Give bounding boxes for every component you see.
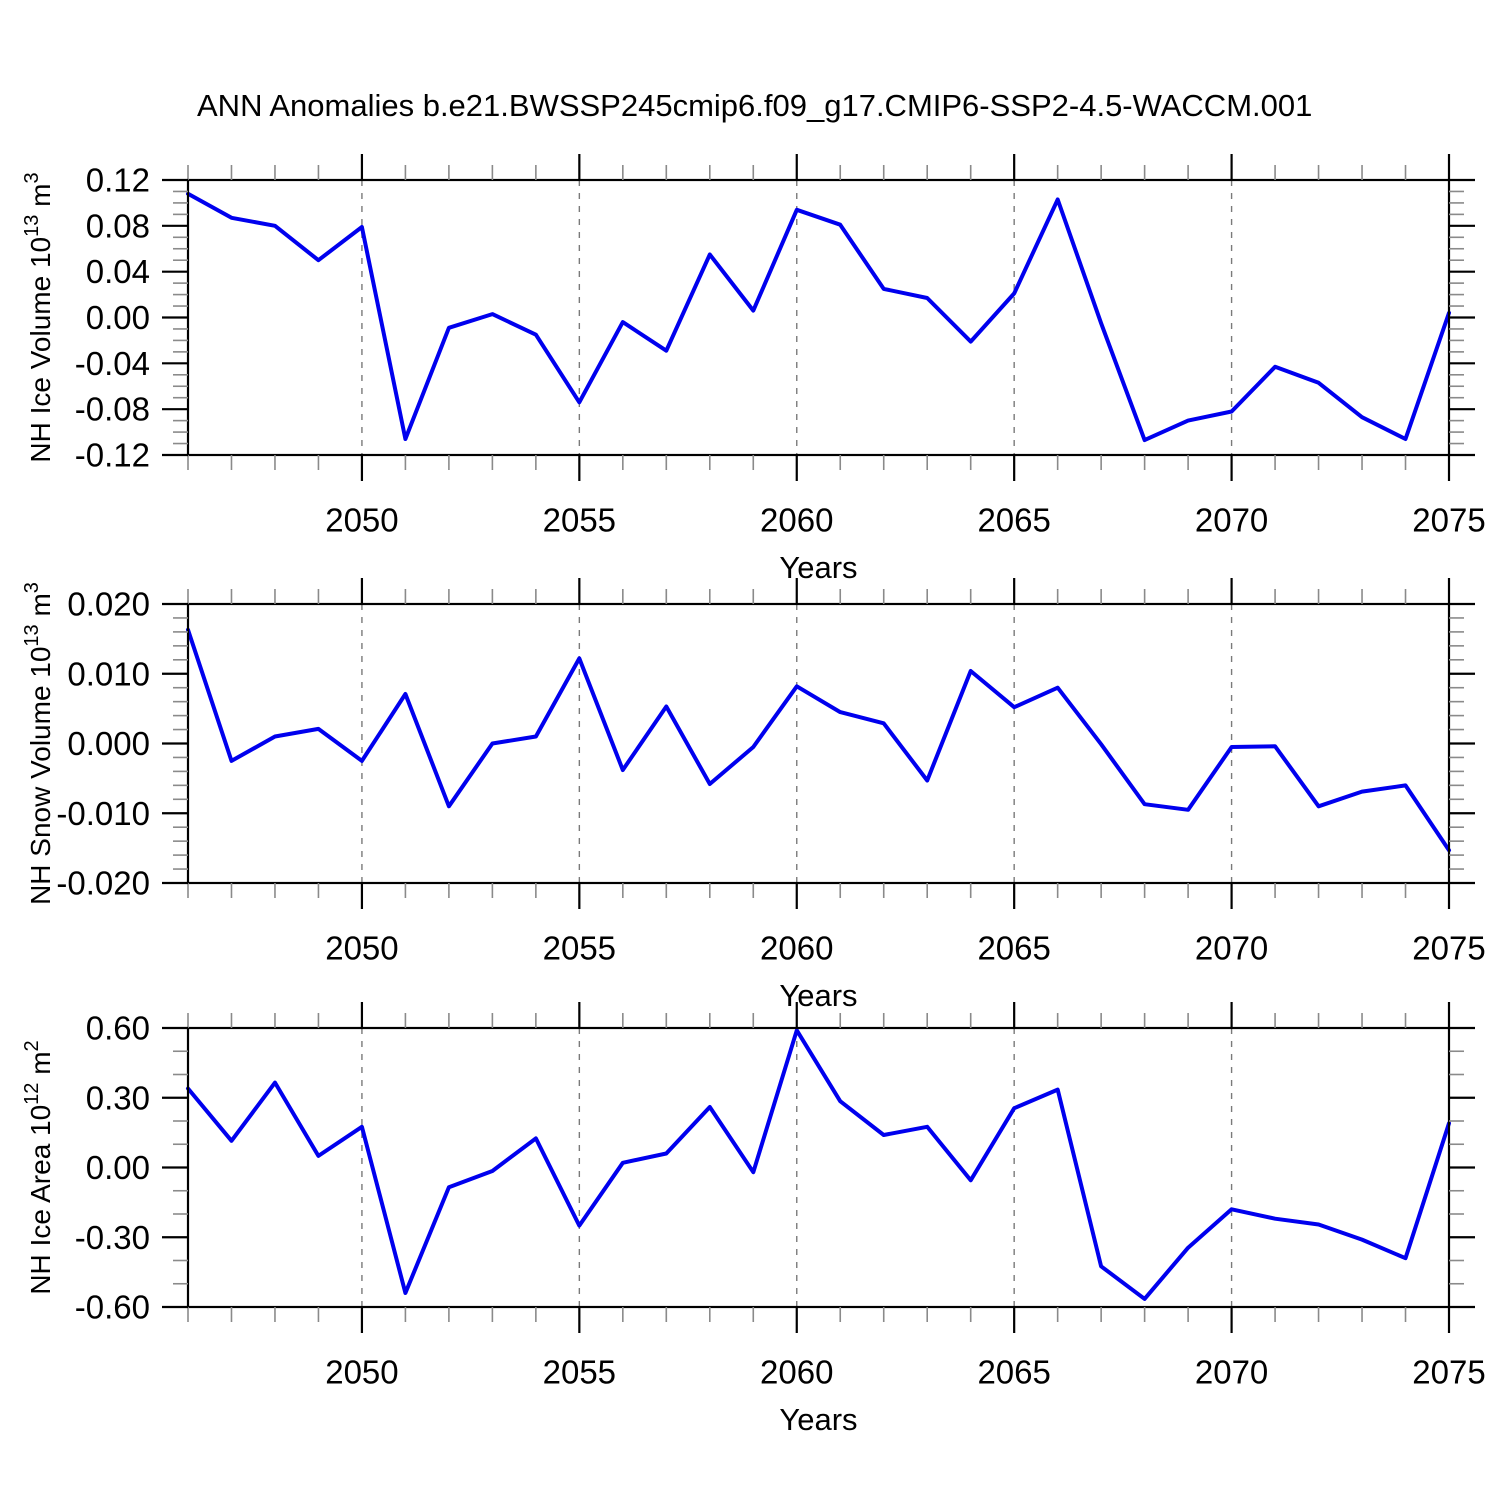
x-tick-label: 2050 — [325, 502, 398, 539]
y-tick-label: 0.30 — [86, 1079, 150, 1116]
x-tick-label: 2055 — [543, 930, 616, 967]
y-tick-label: 0.04 — [86, 253, 150, 290]
plot-frame — [186, 1026, 1451, 1309]
x-tick-label: 2050 — [325, 930, 398, 967]
y-tick-label: -0.60 — [75, 1289, 150, 1326]
y-tick-label: 0.000 — [67, 725, 150, 762]
y-tick-label: 0.00 — [86, 1149, 150, 1186]
y-tick-label: 0.020 — [67, 586, 150, 623]
panel-ice-volume: 0.12 0.08 0.04 0.00 -0.04 -0.08 -0.12 2050 2055 2… — [21, 154, 1486, 585]
series-line — [186, 1028, 1451, 1301]
chart-title: ANN Anomalies b.e21.BWSSP245cmip6.f09_g1… — [197, 88, 1313, 123]
y-tick-label: 0.60 — [86, 1010, 150, 1047]
x-tick-label: 2055 — [543, 1354, 616, 1391]
y-tick-label: -0.010 — [56, 795, 150, 832]
y-tick-label: -0.12 — [75, 437, 150, 474]
x-tick-label: 2060 — [760, 930, 833, 967]
y-tick-label: 0.010 — [67, 655, 150, 692]
panel-ice-area: 0.60 0.30 0.00 -0.30 -0.60 2050 2055 2060 2065 20… — [21, 1002, 1486, 1437]
y-tick-label: -0.08 — [75, 391, 150, 428]
x-tick-label: 2075 — [1412, 502, 1485, 539]
panel-snow-volume: 0.020 0.010 0.000 -0.010 -0.020 2050 2055 2060 2… — [21, 578, 1486, 1013]
series-line — [186, 191, 1451, 443]
x-axis-title: Years — [779, 550, 857, 585]
plot-frame — [186, 178, 1451, 457]
x-tick-label: 2070 — [1195, 1354, 1268, 1391]
y-tick-label: 0.08 — [86, 207, 150, 244]
x-tick-label: 2070 — [1195, 930, 1268, 967]
y-axis-title: NH Ice Volume 1013 m3 — [21, 172, 56, 462]
y-tick-label: -0.04 — [75, 345, 150, 382]
x-tick-label: 2065 — [977, 502, 1050, 539]
x-axis-title: Years — [779, 1402, 857, 1437]
x-tick-label: 2065 — [977, 1354, 1050, 1391]
y-tick-label: 0.00 — [86, 299, 150, 336]
x-tick-label: 2060 — [760, 502, 833, 539]
x-tick-label: 2055 — [543, 502, 616, 539]
x-tick-label: 2075 — [1412, 1354, 1485, 1391]
y-axis-title: NH Ice Area 1012 m2 — [21, 1040, 56, 1294]
y-axis-title: NH Snow Volume 1013 m3 — [21, 582, 56, 905]
x-tick-label: 2050 — [325, 1354, 398, 1391]
x-tick-label: 2075 — [1412, 930, 1485, 967]
x-tick-label: 2070 — [1195, 502, 1268, 539]
series-line — [186, 627, 1451, 853]
x-tick-label: 2060 — [760, 1354, 833, 1391]
y-tick-label: -0.30 — [75, 1219, 150, 1256]
y-tick-label: -0.020 — [56, 865, 150, 902]
x-tick-label: 2065 — [977, 930, 1050, 967]
y-tick-label: 0.12 — [86, 162, 150, 199]
x-axis-title: Years — [779, 978, 857, 1013]
plot-frame — [186, 602, 1451, 885]
